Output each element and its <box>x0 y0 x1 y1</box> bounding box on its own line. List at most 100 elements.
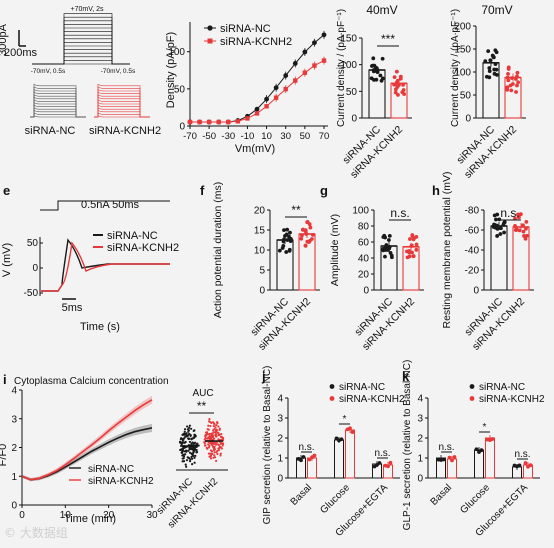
watermark: © 大数据组 <box>4 526 68 540</box>
auc-point <box>206 447 209 450</box>
d70-point <box>516 80 521 85</box>
glp1-legend-marker <box>469 384 475 389</box>
gip-point <box>334 436 339 441</box>
auc-point <box>207 443 210 446</box>
rmp-significance: n.s. <box>500 206 519 220</box>
auc-point <box>210 450 214 453</box>
auc-point <box>183 428 187 431</box>
glp1-point <box>523 461 528 465</box>
rmp-point <box>522 234 526 238</box>
d40-point <box>401 82 405 87</box>
rmp-point <box>492 223 497 228</box>
amp-point <box>410 233 415 237</box>
auc-point <box>183 436 186 439</box>
auc-significance: ** <box>197 399 207 413</box>
apd-point <box>288 230 292 235</box>
amp-point <box>410 250 414 255</box>
gip-ytick-label: 2 <box>277 434 283 445</box>
d70-point <box>508 83 513 88</box>
ca-ytick-label: 0 <box>11 501 17 512</box>
d40-point <box>393 87 398 92</box>
ca-xtick-label: 30 <box>146 510 158 521</box>
d40-point <box>394 69 399 74</box>
amp-ylabel: Amplitude (mV) <box>329 214 341 286</box>
rmp-point <box>514 227 519 232</box>
panel-letter-h: h <box>432 183 440 198</box>
auc-point <box>209 420 212 424</box>
auc-point <box>207 424 210 427</box>
d70-ytick-label: 150 <box>454 45 471 56</box>
auc-point <box>218 427 221 430</box>
auc-point <box>219 446 222 449</box>
glp1-ytick-label: 2 <box>417 434 423 445</box>
amp-point <box>388 251 393 255</box>
amp-point <box>411 254 416 259</box>
glp1-legend-label: siRNA-NC <box>479 382 525 393</box>
auc-point <box>180 451 183 454</box>
auc-point <box>205 431 208 434</box>
d70-point <box>491 54 496 59</box>
gip-ytick-label: 0 <box>277 474 283 485</box>
auc-point <box>192 429 195 432</box>
glp1-legend-label: siRNA-KCNH2 <box>479 394 545 405</box>
apd-ytick-label: 10 <box>254 246 266 257</box>
gip-point <box>299 458 303 463</box>
iv-ytick-label: 50 <box>174 84 186 95</box>
apd-point <box>303 229 308 234</box>
step-top-label: +70mV, 2s <box>70 6 104 13</box>
gip-significance: * <box>343 414 347 425</box>
d40-point <box>401 88 406 92</box>
auc-point <box>181 439 184 443</box>
d40-ytick-label: 150 <box>340 34 357 45</box>
rmp-point <box>499 226 503 231</box>
ca-ytick-label: 2 <box>11 443 17 454</box>
iv-point-kcnh2 <box>216 119 221 125</box>
auc-point <box>211 444 214 447</box>
amp-ytick-label: 100 <box>352 206 369 217</box>
apd-point <box>277 248 282 253</box>
iv-xtick-label: -10 <box>241 131 255 142</box>
gip-point <box>388 460 393 465</box>
panel-letter-e: e <box>3 183 10 198</box>
panel-letter-i: i <box>3 372 7 387</box>
ca-ytick-label: 4 <box>11 386 17 397</box>
d70-point <box>493 48 498 53</box>
apd-significance: ** <box>291 203 301 217</box>
iv-xtick-label: -30 <box>221 131 235 142</box>
auc-point <box>185 432 188 435</box>
apd-ytick-label: 5 <box>259 266 265 277</box>
ca-xtick-label: 20 <box>103 510 115 521</box>
auc-point <box>190 455 193 459</box>
d70-point <box>510 76 514 81</box>
glp1-point <box>490 437 495 441</box>
auc-point <box>217 447 220 450</box>
auc-point <box>190 442 193 445</box>
amp-point <box>414 242 419 247</box>
auc-point <box>208 418 211 421</box>
d70-point <box>509 88 514 93</box>
auc-point <box>220 432 223 436</box>
ca-ytick-label: 1 <box>11 472 17 483</box>
iv-point-nc <box>254 106 260 112</box>
rmp-point <box>495 212 500 217</box>
auc-point <box>179 438 182 441</box>
auc-point <box>186 425 189 428</box>
apd-point <box>285 227 290 232</box>
gip-legend-label: siRNA-KCNH2 <box>339 394 405 405</box>
auc-point <box>214 426 217 429</box>
glp1-significance: n.s. <box>438 442 454 453</box>
stim-label: 0.5nA 50ms <box>81 199 140 211</box>
gip-point <box>307 457 312 462</box>
d40-point <box>372 63 377 68</box>
glp1-point <box>528 463 533 468</box>
d70-point <box>506 71 510 76</box>
apd-point <box>283 233 287 238</box>
iv-ylabel: Density (pA/pF) <box>165 32 177 108</box>
auc-point <box>181 433 184 436</box>
gip-point <box>348 426 352 431</box>
glp1-ytick-label: 4 <box>417 394 423 405</box>
auc-point <box>220 438 224 441</box>
d40-ytick-label: 100 <box>340 60 357 71</box>
auc-point <box>212 447 215 450</box>
rmp-ytick-label: -80 <box>465 206 480 217</box>
